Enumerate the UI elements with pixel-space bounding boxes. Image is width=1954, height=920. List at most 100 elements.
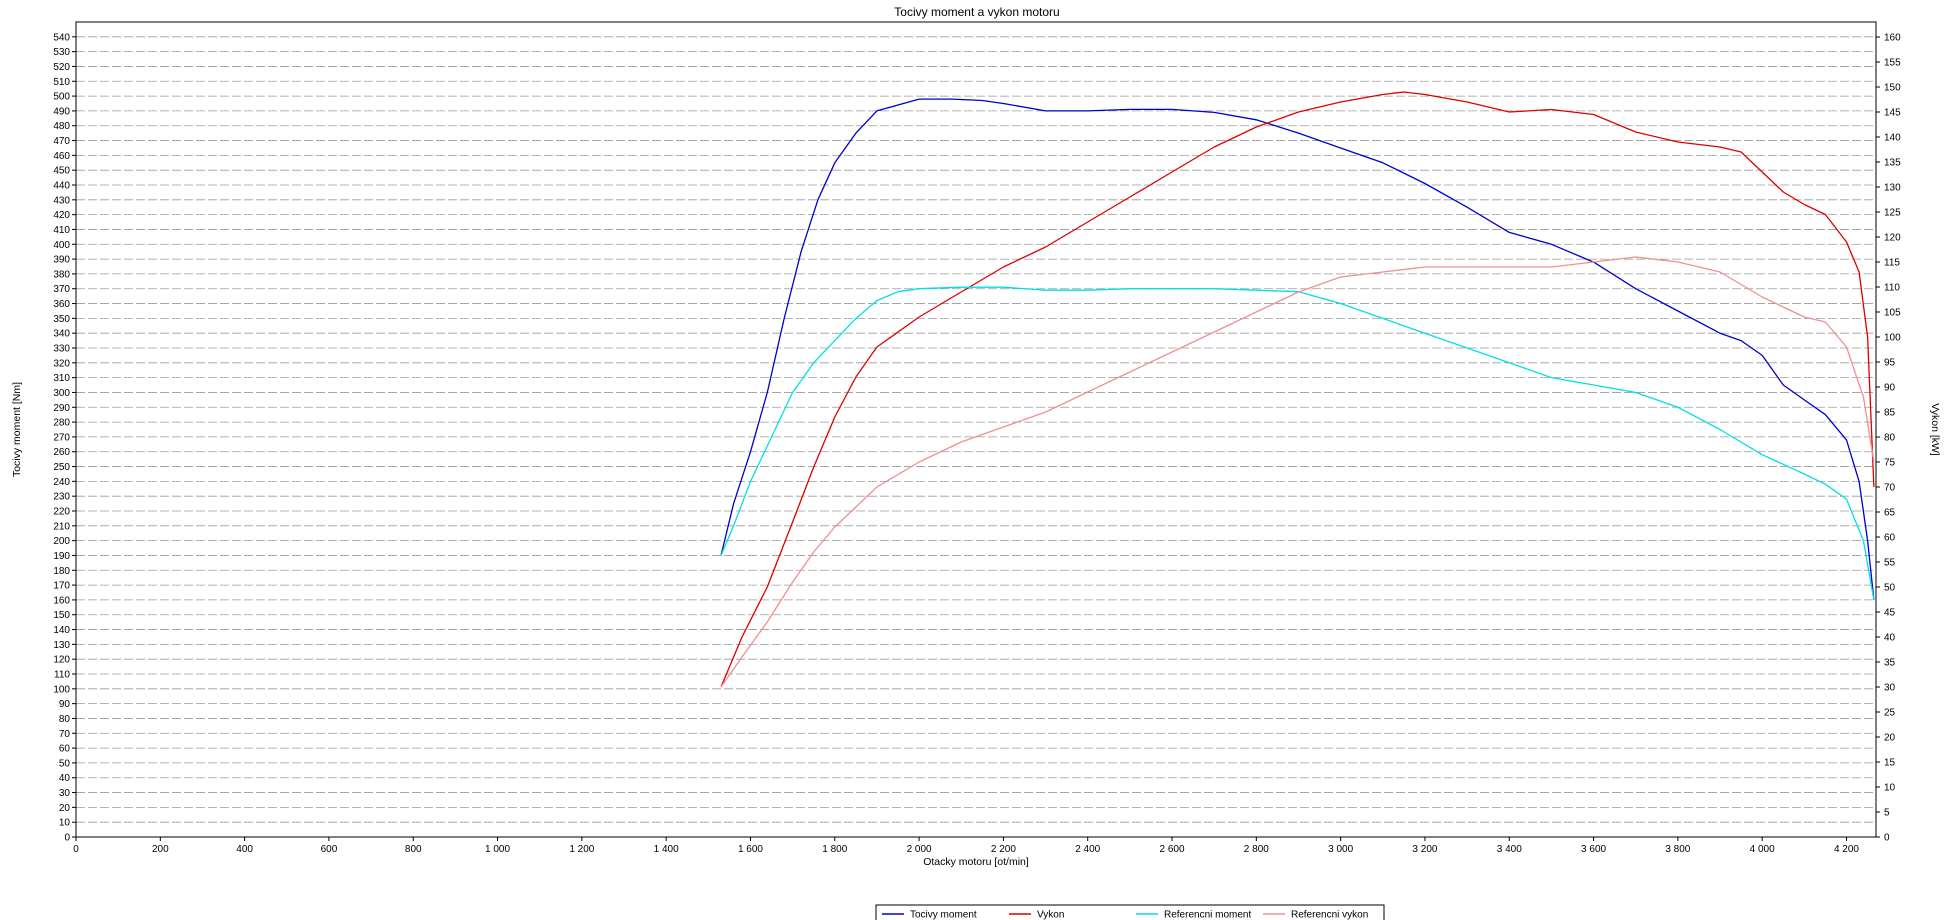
- y-tick-label: 300: [53, 388, 70, 399]
- y-tick-label: 240: [53, 477, 70, 488]
- x-axis-title: Otacky motoru [ot/min]: [923, 856, 1029, 868]
- y2-tick-label: 50: [1884, 583, 1896, 594]
- y-tick-label: 20: [59, 803, 71, 814]
- y-tick-label: 470: [53, 136, 70, 147]
- y-tick-label: 50: [59, 758, 71, 769]
- y2-tick-label: 85: [1884, 408, 1896, 419]
- y2-tick-label: 90: [1884, 383, 1896, 394]
- y-tick-label: 70: [59, 729, 71, 740]
- y-tick-label: 340: [53, 329, 70, 340]
- y2-tick-label: 65: [1884, 508, 1896, 519]
- y-tick-label: 360: [53, 299, 70, 310]
- y-tick-label: 40: [59, 773, 71, 784]
- x-tick-label: 2 400: [1075, 844, 1100, 855]
- y-tick-label: 330: [53, 344, 70, 355]
- y-tick-label: 510: [53, 77, 70, 88]
- y2-tick-label: 105: [1884, 308, 1901, 319]
- y2-axis-ticks: 0 5 10 15 20 25 30 35 40 45 50 55 60 65 70 75 80 85 90 95 10…: [1876, 33, 1901, 844]
- x-tick-label: 2 600: [1160, 844, 1185, 855]
- y2-tick-label: 145: [1884, 108, 1901, 119]
- y2-tick-label: 55: [1884, 558, 1896, 569]
- y2-tick-label: 45: [1884, 608, 1896, 619]
- y-tick-label: 110: [54, 670, 70, 681]
- y-tick-label: 320: [53, 358, 70, 369]
- y2-tick-label: 20: [1884, 733, 1896, 744]
- y-tick-label: 350: [53, 314, 70, 325]
- y2-tick-label: 30: [1884, 683, 1896, 694]
- x-tick-label: 1 000: [485, 844, 510, 855]
- y2-tick-label: 25: [1884, 708, 1896, 719]
- y-tick-label: 390: [53, 255, 70, 266]
- y-tick-label: 450: [53, 166, 70, 177]
- legend: Tocivy moment Vykon Referencni moment Refer…: [875, 904, 1385, 920]
- y2-tick-label: 125: [1884, 208, 1901, 219]
- legend-label: Referencni moment: [1164, 910, 1251, 920]
- x-tick-label: 3 800: [1665, 844, 1690, 855]
- y-tick-label: 380: [53, 269, 70, 280]
- y-tick-label: 420: [53, 210, 70, 221]
- y-tick-label: 540: [53, 32, 70, 43]
- y-tick-label: 400: [53, 240, 70, 251]
- y2-tick-label: 130: [1884, 183, 1901, 194]
- y-tick-label: 0: [64, 833, 70, 844]
- x-tick-label: 2 200: [991, 844, 1016, 855]
- y2-tick-label: 140: [1884, 133, 1901, 144]
- y2-tick-label: 35: [1884, 658, 1896, 669]
- y2-tick-label: 15: [1884, 758, 1896, 769]
- y-tick-label: 190: [53, 551, 70, 562]
- y-tick-label: 370: [53, 284, 70, 295]
- y2-tick-label: 60: [1884, 533, 1896, 544]
- y2-axis-title: Vykon [kW]: [1929, 403, 1941, 456]
- y-tick-label: 270: [53, 432, 70, 443]
- y-tick-label: 80: [59, 714, 71, 725]
- legend-label: Vykon: [1037, 910, 1064, 920]
- y-tick-label: 160: [53, 595, 70, 606]
- x-tick-label: 3 400: [1497, 844, 1522, 855]
- y2-tick-label: 75: [1884, 458, 1896, 469]
- y-axis-title: Tocivy moment [Nm]: [11, 382, 23, 477]
- x-tick-label: 2 000: [907, 844, 932, 855]
- y-tick-label: 130: [53, 640, 70, 651]
- y-tick-label: 140: [53, 625, 70, 636]
- y2-tick-label: 80: [1884, 433, 1896, 444]
- y-tick-label: 410: [53, 225, 70, 236]
- y-tick-label: 460: [53, 151, 70, 162]
- y2-tick-label: 160: [1884, 33, 1901, 44]
- chart-title: Tocivy moment a vykon motoru: [894, 5, 1059, 19]
- y-tick-label: 120: [53, 655, 70, 666]
- y-tick-label: 30: [59, 788, 71, 799]
- y2-tick-label: 10: [1884, 783, 1896, 794]
- y2-tick-label: 40: [1884, 633, 1896, 644]
- y2-tick-label: 115: [1884, 258, 1900, 269]
- y2-tick-label: 95: [1884, 358, 1896, 369]
- plot-frame: [75, 21, 1877, 838]
- y-tick-label: 440: [53, 181, 70, 192]
- x-tick-label: 3 600: [1581, 844, 1606, 855]
- x-tick-label: 200: [152, 844, 169, 855]
- y-tick-label: 170: [53, 581, 70, 592]
- y-tick-label: 90: [59, 699, 71, 710]
- y-tick-label: 430: [53, 195, 70, 206]
- x-tick-label: 1 600: [738, 844, 763, 855]
- x-tick-label: 800: [405, 844, 422, 855]
- y-tick-label: 520: [53, 62, 70, 73]
- y-tick-label: 210: [53, 521, 70, 532]
- y2-tick-label: 100: [1884, 333, 1901, 344]
- y-tick-label: 250: [53, 462, 70, 473]
- x-tick-label: 0: [73, 844, 79, 855]
- x-tick-label: 3 200: [1412, 844, 1437, 855]
- x-tick-label: 4 200: [1834, 844, 1859, 855]
- legend-box: [875, 904, 1385, 920]
- y-tick-label: 10: [59, 818, 71, 829]
- y2-tick-label: 0: [1884, 833, 1890, 844]
- x-tick-label: 1 800: [822, 844, 847, 855]
- y-tick-label: 150: [53, 610, 70, 621]
- x-tick-label: 2 800: [1244, 844, 1269, 855]
- y-axis-ticks: 0 10 20 30 40 50 60 70 80 90 100 110 120 130 140 150 160…: [53, 32, 76, 844]
- y2-tick-label: 150: [1884, 83, 1901, 94]
- y-tick-label: 200: [53, 536, 70, 547]
- x-tick-label: 600: [321, 844, 338, 855]
- y-tick-label: 530: [53, 47, 70, 58]
- grid-lines: [76, 36, 1876, 823]
